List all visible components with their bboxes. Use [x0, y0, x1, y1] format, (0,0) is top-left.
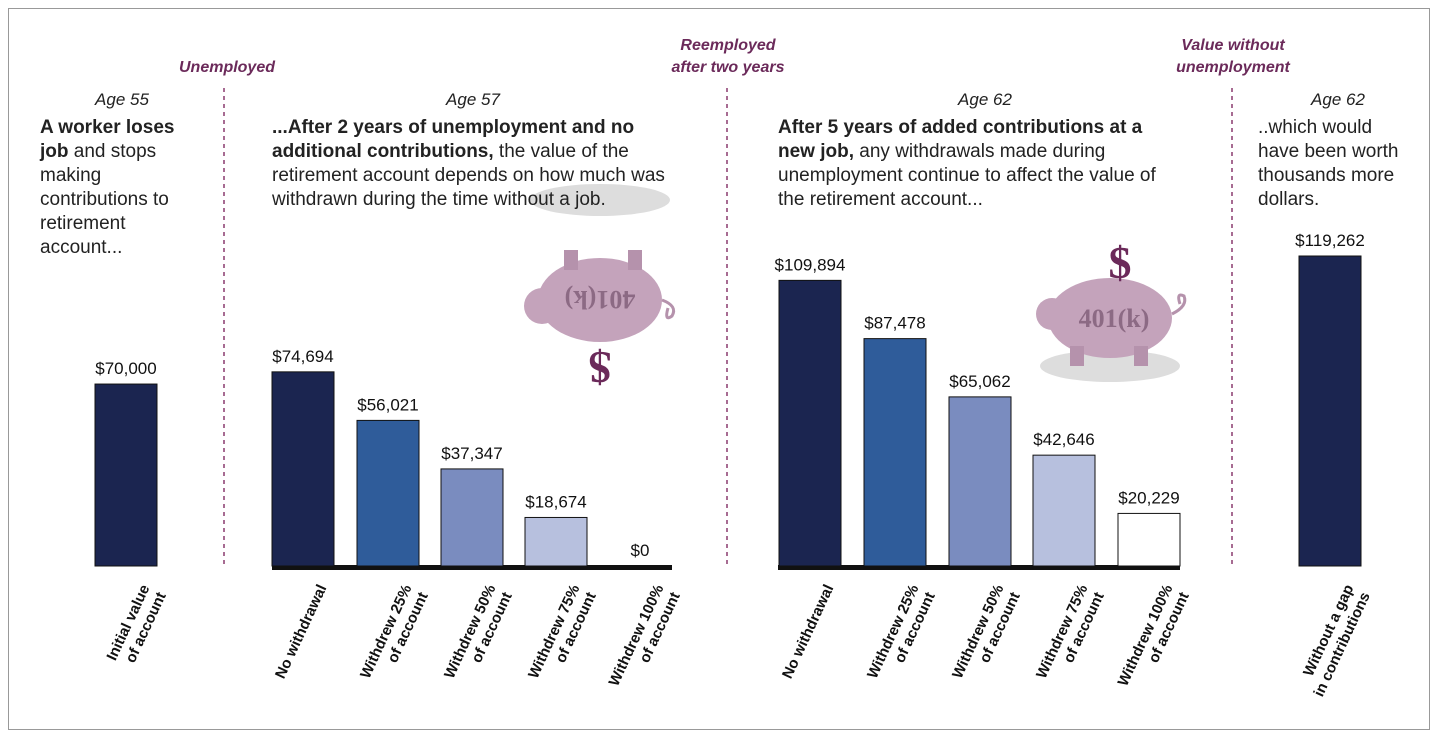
description: ...After 2 years of unemployment and no … [272, 116, 697, 212]
value-label: $70,000 [95, 359, 156, 378]
pig-snout [524, 288, 560, 324]
piggy-bank: 401(k) $ [1036, 237, 1185, 382]
pig-tail [1172, 295, 1185, 314]
description: After 5 years of added contributions at … [778, 116, 1168, 212]
coin: $ [589, 342, 612, 393]
value-label: $87,478 [864, 314, 925, 333]
age-label: Age 55 [62, 90, 182, 110]
value-label: $119,262 [1295, 231, 1365, 250]
page: 401(k) $ 401(k) $ $70,000 $74,694 $56,021 $… [0, 0, 1440, 738]
pig-leg [1070, 346, 1084, 366]
description: ..which would have been worth thousands … [1258, 116, 1418, 212]
bar [441, 469, 503, 566]
bar [949, 397, 1011, 566]
pig-leg [628, 250, 642, 270]
annotation: Reemployed after two years [643, 35, 813, 79]
bar [1118, 513, 1180, 566]
age-label: Age 57 [413, 90, 533, 110]
bar [1299, 256, 1361, 566]
value-label: $65,062 [949, 372, 1010, 391]
value-label: $18,674 [525, 492, 586, 511]
bar [357, 420, 419, 566]
description-text: ..which would have been worth thousands … [1258, 117, 1399, 210]
piggy-bank: 401(k) $ [524, 184, 674, 393]
value-label: $42,646 [1033, 430, 1094, 449]
value-label: $37,347 [441, 444, 502, 463]
pig-leg [564, 250, 578, 270]
age-label: Age 62 [925, 90, 1045, 110]
bar [1033, 455, 1095, 566]
age-label: Age 62 [1278, 90, 1398, 110]
coin: $ [1109, 237, 1132, 288]
value-label: $74,694 [272, 347, 333, 366]
value-label: $56,021 [357, 395, 418, 414]
pig-tail [662, 300, 674, 318]
annotation: Unemployed [142, 57, 312, 79]
pig-label: 401(k) [1079, 304, 1150, 333]
bar [864, 339, 926, 566]
pig-snout [1036, 298, 1068, 330]
pig-label: 401(k) [565, 285, 636, 314]
bar [272, 372, 334, 566]
chart: 401(k) $ 401(k) $ $70,000 $74,694 $56,021 $… [0, 0, 1440, 738]
value-label: $20,229 [1118, 488, 1179, 507]
annotation: Value without unemployment [1148, 35, 1318, 79]
bar [525, 517, 587, 566]
bar [95, 384, 157, 566]
value-label: $0 [631, 541, 650, 560]
value-label: $109,894 [775, 255, 846, 274]
pig-leg [1134, 346, 1148, 366]
bar [779, 280, 841, 566]
description: A worker loses job and stops making cont… [40, 116, 175, 260]
